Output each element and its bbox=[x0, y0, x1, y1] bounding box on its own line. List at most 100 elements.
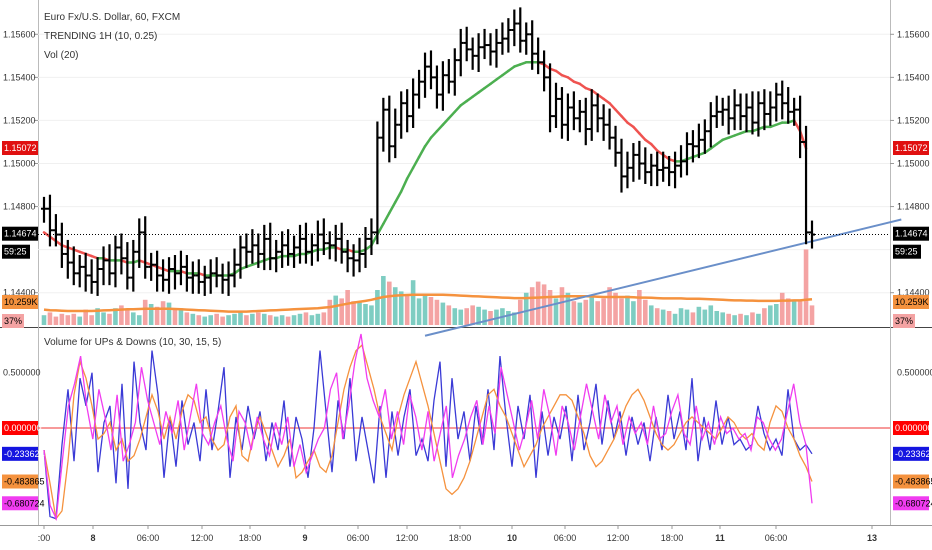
volume-bar bbox=[89, 315, 94, 325]
volume-bar bbox=[583, 299, 589, 325]
zero-tag-bg bbox=[2, 421, 38, 435]
trend-segment bbox=[638, 132, 647, 142]
volume-bar bbox=[148, 304, 154, 325]
volume-bar bbox=[410, 280, 416, 325]
countdown-tag-bg bbox=[2, 244, 30, 259]
blue-line-tag: -0.233624 bbox=[895, 449, 932, 459]
volume-bar bbox=[131, 312, 136, 325]
volume-bar bbox=[309, 315, 315, 325]
y-tick-label-right: 1.15200 bbox=[897, 115, 930, 125]
volume-bar bbox=[321, 312, 327, 325]
blue-line-tag: -0.233624 bbox=[4, 449, 45, 459]
trend-segment bbox=[650, 142, 659, 152]
volume-bar bbox=[387, 281, 392, 325]
volume-bar bbox=[184, 312, 190, 325]
x-tick-label: 06:00 bbox=[347, 533, 370, 543]
volume-bar bbox=[750, 312, 755, 325]
volume-bar bbox=[601, 298, 606, 325]
volume-bar bbox=[291, 315, 297, 325]
volume-bar bbox=[416, 298, 422, 325]
countdown-tag-bg bbox=[893, 244, 921, 259]
last-price-tag-bg bbox=[2, 226, 38, 241]
volume-bar bbox=[547, 290, 553, 325]
volume-bar bbox=[446, 305, 452, 325]
volume-ma-line bbox=[43, 293, 813, 313]
volume-bar bbox=[809, 305, 815, 325]
volume-bar bbox=[762, 308, 767, 325]
volume-bar bbox=[637, 290, 642, 325]
osc-tick-label-right: 0.500000 bbox=[897, 368, 932, 378]
trend-value-tag-bg bbox=[893, 140, 929, 155]
trend-value-tag-bg bbox=[2, 140, 38, 155]
volume-bar bbox=[160, 301, 166, 325]
grid bbox=[38, 33, 890, 294]
volume-bar bbox=[226, 315, 231, 325]
volume-bar bbox=[83, 309, 88, 325]
volume-bar bbox=[434, 299, 440, 325]
volume-bar bbox=[77, 316, 83, 325]
trend-segment bbox=[399, 177, 409, 193]
volume-bar bbox=[256, 312, 261, 325]
y-tick-label-left: 1.15400 bbox=[3, 72, 36, 82]
volume-bar bbox=[279, 315, 285, 325]
volume-bar bbox=[625, 295, 630, 325]
y-tick-label-right: 1.14800 bbox=[897, 202, 930, 212]
x-tick-label: 12:00 bbox=[607, 533, 630, 543]
oscillator-label: Volume for UPs & Downs (10, 30, 15, 5) bbox=[44, 337, 221, 348]
countdown-tag: 59:25 bbox=[895, 247, 918, 257]
magenta-line-tag-bg bbox=[893, 496, 929, 511]
volume-bar bbox=[125, 309, 130, 325]
volume-bar bbox=[422, 294, 428, 325]
volume-bars bbox=[41, 249, 815, 325]
volume-bar bbox=[113, 308, 118, 325]
volume-bar bbox=[654, 308, 660, 325]
zero-tag-bg bbox=[893, 421, 929, 435]
y-tick-label-left: 1.14800 bbox=[3, 202, 36, 212]
last-price-tag-bg bbox=[893, 226, 929, 241]
x-tick-label: :00 bbox=[38, 533, 51, 543]
oscillator-magenta-line bbox=[43, 333, 813, 522]
volume-bar bbox=[65, 315, 71, 325]
volume-pct-tag-bg bbox=[2, 314, 24, 328]
volume-bar bbox=[220, 316, 225, 325]
volume-bar bbox=[238, 312, 243, 325]
volume-bar bbox=[107, 313, 112, 325]
volume-bar bbox=[208, 315, 213, 325]
volume-bar bbox=[732, 315, 737, 325]
volume-bar bbox=[666, 311, 672, 325]
volume-bar bbox=[166, 302, 172, 325]
oscillator-lines bbox=[43, 333, 813, 522]
volume-bar bbox=[285, 316, 291, 325]
volume-bar bbox=[303, 312, 309, 325]
volume-bar bbox=[744, 315, 749, 325]
volume-bar bbox=[643, 299, 648, 325]
trend-value-tag: 1.15072 bbox=[4, 143, 37, 153]
volume-bar bbox=[95, 308, 100, 325]
volume-bar bbox=[708, 305, 714, 325]
last-price-tag: 1.14674 bbox=[895, 229, 928, 239]
volume-bar bbox=[250, 313, 255, 325]
volume-bar bbox=[714, 311, 720, 325]
x-tick-label: 18:00 bbox=[661, 533, 684, 543]
zero-tag: 0.000000 bbox=[4, 423, 42, 433]
volume-bar bbox=[553, 298, 559, 325]
volume-bar bbox=[392, 287, 398, 325]
x-tick-label: 10 bbox=[507, 533, 517, 543]
volume-bar bbox=[59, 313, 65, 325]
volume-bar bbox=[631, 301, 636, 325]
volume-bar bbox=[452, 308, 458, 325]
trend-segment bbox=[405, 166, 415, 180]
trend-segment bbox=[382, 211, 391, 226]
price-bars bbox=[41, 7, 815, 296]
volume-ma-tag: 10.259K bbox=[895, 297, 929, 307]
countdown-tag: 59:25 bbox=[4, 247, 27, 257]
volume-bar bbox=[529, 287, 535, 325]
volume-bar bbox=[482, 309, 487, 325]
trend-segment bbox=[423, 136, 433, 148]
volume-bar bbox=[196, 315, 202, 325]
trend-segment bbox=[429, 129, 439, 139]
volume-bar bbox=[684, 309, 690, 325]
drawn-trendline[interactable] bbox=[424, 218, 902, 337]
trend-segment bbox=[632, 125, 641, 135]
